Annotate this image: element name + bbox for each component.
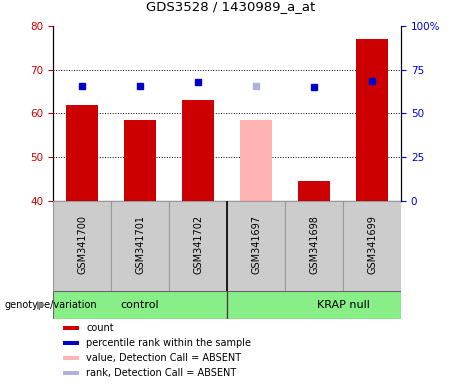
Bar [227,201,285,291]
Bar [64,356,79,360]
Bar [64,341,79,345]
Text: GSM341700: GSM341700 [77,215,87,274]
Text: GSM341698: GSM341698 [309,215,319,273]
Bar [124,120,156,201]
Text: percentile rank within the sample: percentile rank within the sample [86,338,251,348]
Text: value, Detection Call = ABSENT: value, Detection Call = ABSENT [86,353,241,363]
Bar [64,371,79,375]
Bar [240,120,272,201]
Bar [66,105,98,201]
Bar [182,100,214,201]
Bar [169,201,227,291]
Bar [53,201,111,291]
Bar [64,326,79,330]
Bar [111,201,169,291]
Text: control: control [121,300,160,310]
Text: KRAP null: KRAP null [317,300,370,310]
Bar [298,181,330,201]
Text: GDS3528 / 1430989_a_at: GDS3528 / 1430989_a_at [146,0,315,13]
Text: GSM341697: GSM341697 [251,215,261,274]
Bar [343,201,401,291]
Text: count: count [86,323,114,333]
Bar [356,39,388,201]
Bar [285,201,343,291]
Text: genotype/variation: genotype/variation [5,300,97,310]
Text: GSM341699: GSM341699 [367,215,377,273]
Text: rank, Detection Call = ABSENT: rank, Detection Call = ABSENT [86,368,236,378]
Text: GSM341701: GSM341701 [135,215,145,274]
Text: ▶: ▶ [37,300,46,310]
Text: GSM341702: GSM341702 [193,215,203,274]
